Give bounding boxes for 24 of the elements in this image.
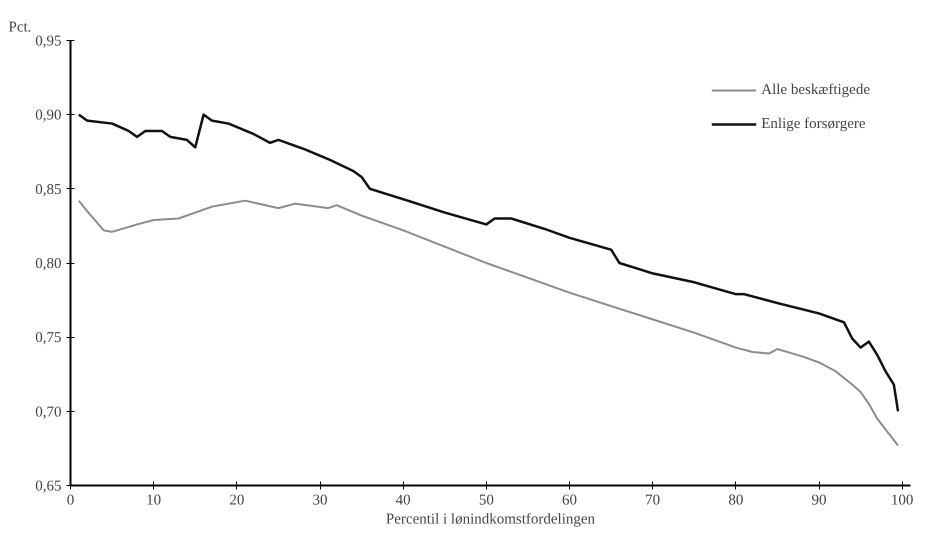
x-tick-label: 90 bbox=[812, 492, 827, 508]
x-tick-label: 80 bbox=[728, 492, 744, 508]
x-tick-label: 50 bbox=[478, 492, 494, 508]
x-axis-title: Percentil i lønindkomstfordelingen bbox=[386, 512, 596, 528]
x-tick-label: 10 bbox=[146, 492, 162, 508]
legend-label: Enlige forsørgere bbox=[761, 116, 866, 132]
legend-label: Alle beskæftigede bbox=[761, 82, 870, 98]
line-series bbox=[78, 200, 900, 446]
line-series bbox=[78, 113, 900, 413]
y-tick-label: 0,90 bbox=[35, 108, 62, 124]
x-tick-label: 30 bbox=[312, 492, 328, 508]
x-tick-label: 40 bbox=[396, 492, 411, 508]
x-tick-label: 100 bbox=[890, 492, 914, 508]
x-tick-label: 60 bbox=[562, 492, 578, 508]
y-tick-label: 0,85 bbox=[35, 182, 62, 198]
x-tick-label: 0 bbox=[66, 492, 74, 508]
y-tick-label: 0,65 bbox=[35, 478, 62, 494]
y-tick-label: 0,75 bbox=[35, 330, 62, 346]
x-tick-label: 70 bbox=[645, 492, 660, 508]
x-tick-label: 20 bbox=[229, 492, 244, 508]
y-axis-title: Pct. bbox=[8, 20, 32, 36]
y-tick-label: 0,80 bbox=[35, 256, 62, 272]
y-tick-label: 0,70 bbox=[35, 404, 62, 420]
y-tick-label: 0,95 bbox=[35, 34, 62, 50]
